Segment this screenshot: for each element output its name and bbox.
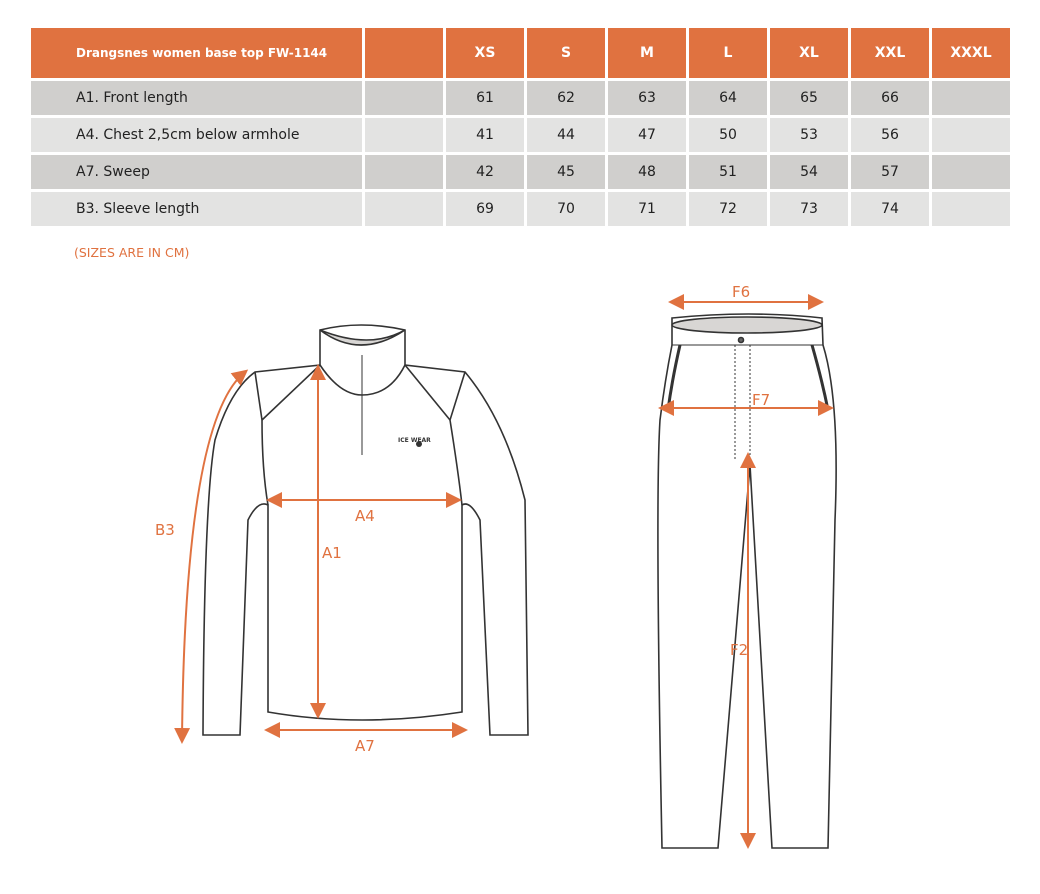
size-value: 45 [527, 155, 605, 189]
size-header: XS [446, 28, 524, 78]
size-header: S [527, 28, 605, 78]
label-f7: F7 [752, 391, 770, 409]
measurement-label: B3. Sleeve length [31, 192, 362, 226]
size-value [932, 192, 1010, 226]
label-a4: A4 [355, 507, 375, 525]
size-value: 50 [689, 118, 767, 152]
size-value: 61 [446, 81, 524, 115]
logo-text: ICE WEAR [398, 437, 431, 444]
size-value: 54 [770, 155, 848, 189]
table-row: B3. Sleeve length 69 70 71 72 73 74 [31, 192, 1010, 226]
size-value: 57 [851, 155, 929, 189]
size-value [932, 155, 1010, 189]
measurement-label: A1. Front length [31, 81, 362, 115]
size-value: 66 [851, 81, 929, 115]
measurement-arrows [174, 294, 834, 849]
size-header: M [608, 28, 686, 78]
measurement-label: A4. Chest 2,5cm below armhole [31, 118, 362, 152]
label-b3: B3 [155, 521, 175, 539]
size-value: 74 [851, 192, 929, 226]
b3-arrow [174, 369, 249, 744]
size-value [932, 81, 1010, 115]
measurement-labels: B3 A4 A1 A7 F6 F7 F2 [155, 283, 770, 755]
size-header: XL [770, 28, 848, 78]
size-value: 70 [527, 192, 605, 226]
size-value: 41 [446, 118, 524, 152]
label-f6: F6 [732, 283, 750, 301]
size-value: 44 [527, 118, 605, 152]
header-row: Drangsnes women base top FW-1144 XS S M … [31, 28, 1010, 78]
size-value: 72 [689, 192, 767, 226]
label-f2: F2 [730, 641, 748, 659]
size-value: 64 [689, 81, 767, 115]
size-value: 53 [770, 118, 848, 152]
size-table: Drangsnes women base top FW-1144 XS S M … [28, 25, 1013, 229]
header-blank [365, 28, 443, 78]
size-value: 48 [608, 155, 686, 189]
size-value: 47 [608, 118, 686, 152]
blank-cell [365, 81, 443, 115]
table-row: A4. Chest 2,5cm below armhole 41 44 47 50 53 5… [31, 118, 1010, 152]
size-header: L [689, 28, 767, 78]
label-a7: A7 [355, 737, 375, 755]
measurement-label: A7. Sweep [31, 155, 362, 189]
size-value: 62 [527, 81, 605, 115]
size-value: 63 [608, 81, 686, 115]
size-value: 56 [851, 118, 929, 152]
blank-cell [365, 155, 443, 189]
size-value: 65 [770, 81, 848, 115]
units-note: (SIZES ARE IN CM) [74, 245, 190, 260]
table-row: A1. Front length 61 62 63 64 65 66 [31, 81, 1010, 115]
table-title: Drangsnes women base top FW-1144 [31, 28, 362, 78]
size-value: 73 [770, 192, 848, 226]
size-header: XXXL [932, 28, 1010, 78]
snowflake-icon [416, 441, 422, 447]
size-value [932, 118, 1010, 152]
size-header: XXL [851, 28, 929, 78]
size-value: 51 [689, 155, 767, 189]
top-drawing [202, 324, 529, 736]
blank-cell [365, 118, 443, 152]
blank-cell [365, 192, 443, 226]
size-value: 71 [608, 192, 686, 226]
size-value: 69 [446, 192, 524, 226]
label-a1: A1 [322, 544, 342, 562]
size-value: 42 [446, 155, 524, 189]
table-row: A7. Sweep 42 45 48 51 54 57 [31, 155, 1010, 189]
